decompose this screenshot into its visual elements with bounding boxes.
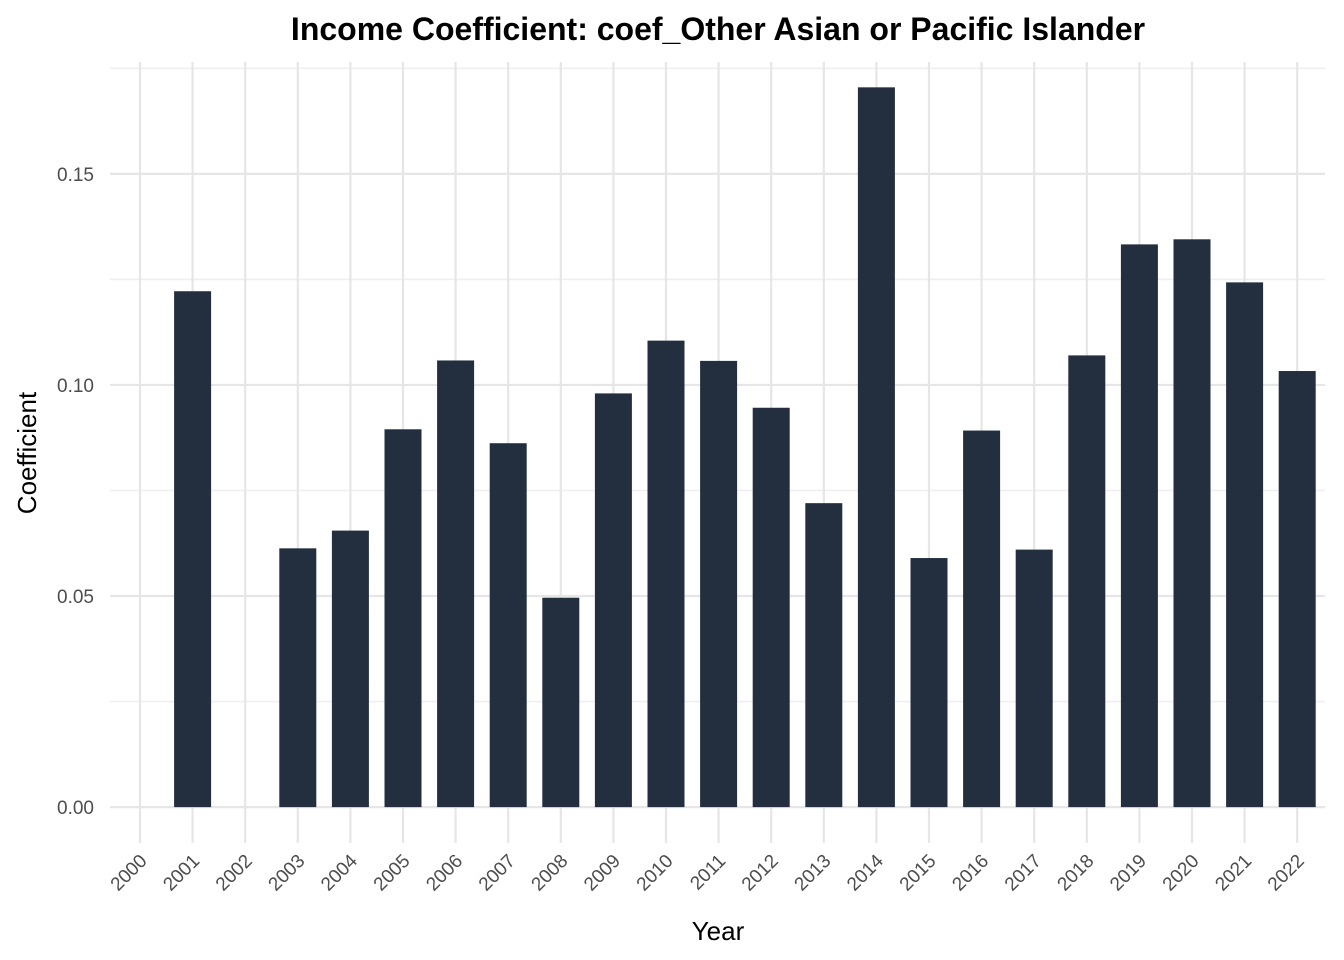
bar-2005 bbox=[384, 429, 422, 808]
x-tick-label: 2014 bbox=[843, 850, 888, 895]
y-tick-label: 0.00 bbox=[57, 798, 94, 819]
bar-2010 bbox=[647, 340, 685, 808]
x-tick-label: 2006 bbox=[422, 851, 467, 896]
x-tick-label: 2016 bbox=[948, 851, 993, 896]
x-tick-label: 2013 bbox=[791, 851, 836, 896]
bar-2012 bbox=[752, 407, 790, 808]
x-tick-label: 2003 bbox=[265, 851, 310, 896]
bar-2007 bbox=[489, 443, 527, 808]
bar-2003 bbox=[279, 548, 317, 808]
bar-2013 bbox=[805, 503, 843, 808]
x-tick-label: 2019 bbox=[1106, 851, 1151, 896]
y-tick-label: 0.05 bbox=[57, 587, 94, 608]
bar-2001 bbox=[174, 291, 212, 808]
chart-title: Income Coefficient: coef_Other Asian or … bbox=[291, 11, 1145, 47]
bar-2015 bbox=[910, 558, 948, 808]
bar-2009 bbox=[594, 393, 632, 808]
bar-2014 bbox=[857, 87, 895, 808]
bar-2016 bbox=[963, 430, 1001, 808]
x-tick-label: 2012 bbox=[738, 851, 783, 896]
x-tick-label: 2020 bbox=[1159, 851, 1204, 896]
x-tick-label: 2000 bbox=[107, 851, 152, 896]
x-tick-label: 2022 bbox=[1264, 851, 1309, 896]
x-tick-label: 2011 bbox=[686, 851, 730, 895]
x-tick-label: 2009 bbox=[580, 851, 625, 896]
bar-2004 bbox=[331, 530, 369, 808]
x-tick-labels: 2000 2001 2002 2003 2004 2005 2006 2007 2008 2009… bbox=[107, 850, 1309, 895]
bar-2006 bbox=[437, 360, 475, 808]
bars bbox=[174, 87, 1316, 808]
x-tick-label: 2005 bbox=[370, 851, 415, 896]
x-tick-label: 2008 bbox=[528, 851, 573, 896]
y-axis-title: Coefficient bbox=[12, 391, 42, 514]
y-tick-label: 0.15 bbox=[57, 165, 94, 186]
x-tick-label: 2018 bbox=[1054, 851, 1099, 896]
y-tick-labels: 0.00 0.05 0.10 0.15 bbox=[57, 165, 94, 819]
bar-2019 bbox=[1120, 244, 1158, 808]
bar-2022 bbox=[1278, 371, 1316, 808]
bar-2008 bbox=[542, 597, 580, 808]
x-tick-label: 2004 bbox=[317, 850, 362, 895]
x-tick-label: 2001 bbox=[159, 851, 204, 896]
x-tick-label: 2021 bbox=[1211, 851, 1256, 896]
bar-2017 bbox=[1015, 549, 1053, 808]
bar-2021 bbox=[1226, 282, 1264, 808]
x-tick-label: 2017 bbox=[1001, 851, 1046, 896]
x-tick-label: 2010 bbox=[633, 851, 678, 896]
bar-2011 bbox=[700, 360, 738, 808]
x-tick-label: 2015 bbox=[896, 851, 941, 896]
y-tick-label: 0.10 bbox=[57, 376, 94, 397]
x-tick-label: 2002 bbox=[212, 851, 257, 896]
x-axis-title: Year bbox=[692, 916, 745, 946]
x-tick-label: 2007 bbox=[475, 851, 520, 896]
bar-2020 bbox=[1173, 239, 1211, 808]
bar-2018 bbox=[1068, 355, 1106, 808]
